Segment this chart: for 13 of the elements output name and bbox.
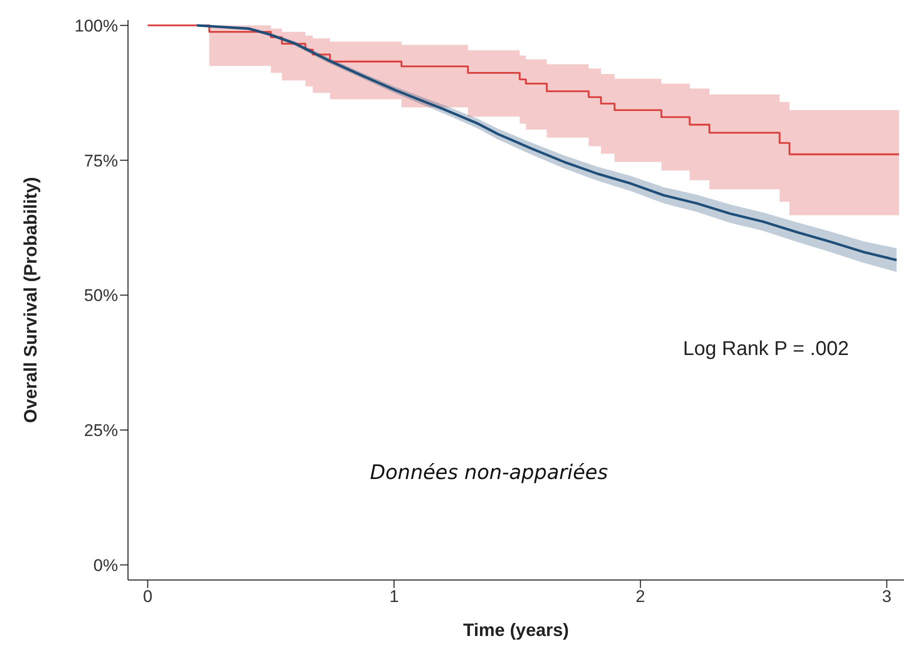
x-tick-label: 2: [636, 587, 646, 606]
y-tick-label: 100%: [74, 16, 118, 36]
x-tick-label: 3: [882, 587, 892, 606]
x-tick-label: 0: [142, 587, 152, 606]
y-tick-label: 25%: [84, 421, 118, 440]
y-tick-label: 0%: [93, 556, 118, 575]
y-tick-label: 75%: [84, 151, 118, 170]
annotation: Log Rank P = .002: [683, 338, 849, 360]
y-tick-label: 50%: [84, 286, 118, 306]
x-tick-label: 1: [389, 587, 399, 606]
annotation: Données non-appariées: [370, 460, 608, 484]
y-axis-title: Overall Survival (Probability): [20, 176, 40, 424]
x-axis-title: Time (years): [463, 620, 569, 640]
